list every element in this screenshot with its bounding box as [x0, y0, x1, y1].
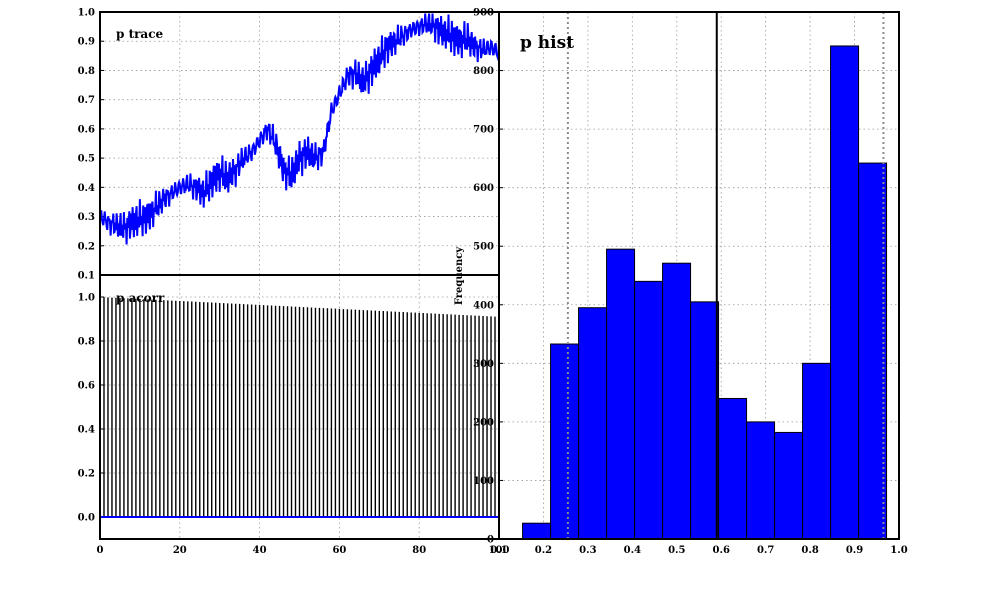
hist-ytick-label: 0: [487, 535, 494, 546]
trace-ytick-label: 0.9: [78, 37, 95, 48]
hist-bar: [662, 262, 692, 540]
hist-bar: [522, 522, 552, 540]
acorr-title: p acorr: [116, 291, 165, 305]
hist-xtick-label: 0.8: [801, 545, 818, 556]
trace-ytick-label: 0.5: [78, 154, 95, 165]
hist-bar: [858, 162, 888, 540]
trace-ytick-label: 0.2: [78, 241, 95, 252]
trace-title: p trace: [116, 27, 164, 41]
trace-ytick-label: 0.6: [78, 124, 95, 135]
hist-bar: [690, 301, 720, 540]
hist-bar: [802, 362, 832, 540]
hist-xtick-label: 0.2: [535, 545, 552, 556]
hist-ytick-label: 100: [473, 476, 494, 487]
hist-bar: [606, 248, 636, 540]
trace-panel: 0.1 0.2 0.3 0.4 0.5 0.6 0.7 0.8 0.9 1.0: [78, 8, 500, 282]
hist-ytick-label: 300: [473, 359, 494, 370]
acorr-ytick-label: 0.4: [78, 425, 95, 436]
hist-bar: [578, 307, 608, 540]
hist-ytick-label: 600: [473, 183, 494, 194]
hist-bar: [830, 45, 860, 540]
acorr-ytick-label: 0.8: [78, 337, 95, 348]
acorr-ytick-label: 0.0: [78, 513, 95, 524]
trace-ytick-label: 0.4: [78, 183, 95, 194]
hist-xtick-label: 0.6: [713, 545, 730, 556]
hist-ytick-label: 500: [473, 242, 494, 253]
hist-xtick-label: 0.4: [624, 545, 641, 556]
acorr-xtick-label: 100: [489, 545, 510, 556]
hist-ytick-label: 400: [473, 300, 494, 311]
trace-line: [99, 13, 500, 245]
hist-ytick-label: 200: [473, 417, 494, 428]
acorr-xtick-label: 20: [173, 545, 187, 556]
acorr-panel: 0.0 0.2 0.4 0.6 0.8 1.0 0 20 40 60 80 100: [78, 274, 510, 556]
hist-xtick-label: 0.5: [668, 545, 685, 556]
trace-ytick-label: 0.7: [78, 95, 95, 106]
hist-ylabel: Frequency: [454, 246, 465, 306]
acorr-ytick-label: 1.0: [78, 293, 95, 304]
acorr-xtick-label: 80: [412, 545, 426, 556]
acorr-ytick-label: 0.6: [78, 381, 95, 392]
hist-xtick-label: 1.0: [890, 545, 907, 556]
acorr-xtick-label: 60: [332, 545, 346, 556]
trace-ytick-label: 0.1: [78, 271, 95, 282]
trace-ytick-label: 0.8: [78, 66, 95, 77]
hist-bar: [634, 280, 664, 540]
hist-bar: [746, 421, 776, 540]
hist-bar: [774, 431, 804, 540]
hist-xtick-label: 0.9: [846, 545, 863, 556]
hist-xtick-label: 0.1: [490, 545, 507, 556]
acorr-xtick-label: 40: [253, 545, 267, 556]
acorr-xtick-label: 0: [97, 545, 104, 556]
hist-bar: [550, 343, 580, 540]
trace-ytick-label: 1.0: [78, 8, 95, 19]
hist-ytick-label: 700: [473, 125, 494, 136]
hist-title: p hist: [520, 33, 574, 53]
hist-ytick-label: 900: [473, 8, 494, 19]
hist-xtick-label: 0.7: [757, 545, 774, 556]
hist-xtick-label: 0.3: [579, 545, 596, 556]
hist-bar: [718, 397, 748, 540]
acorr-ytick-label: 0.2: [78, 469, 95, 480]
trace-ytick-label: 0.3: [78, 212, 95, 223]
hist-frame: [498, 11, 900, 540]
hist-ytick-label: 800: [473, 66, 494, 77]
